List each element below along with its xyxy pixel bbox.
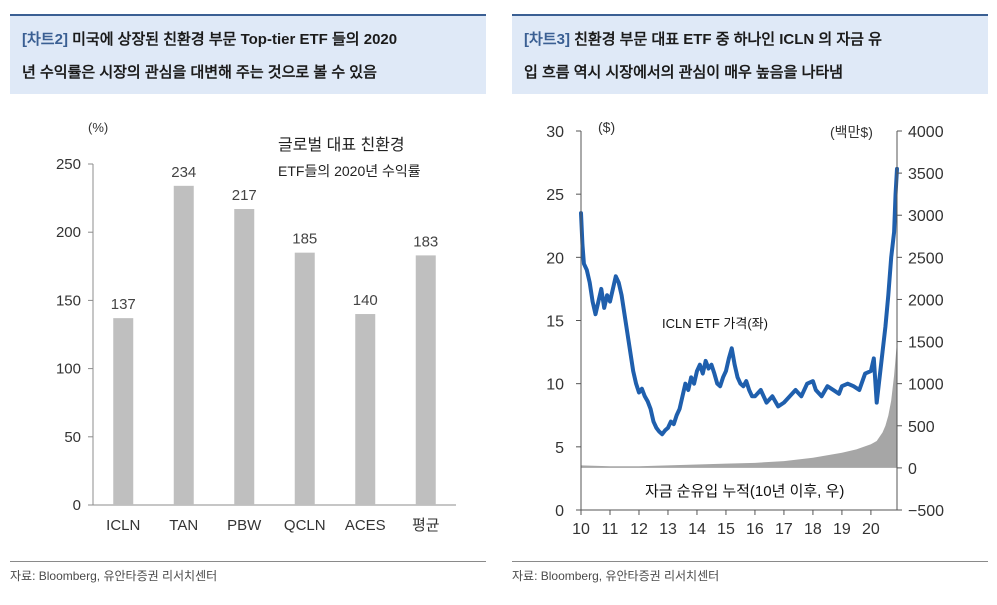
left-tick-label: 15 xyxy=(546,314,564,331)
x-tick-label: 10 xyxy=(572,521,590,538)
x-tick-label: 17 xyxy=(775,521,793,538)
bar-category-label: ICLN xyxy=(106,517,140,534)
bar-y-tick-label: 100 xyxy=(56,361,81,378)
left-tick-label: 20 xyxy=(546,250,564,267)
chart2-title-text1: 미국에 상장된 친환경 부문 Top-tier ETF 들의 2020 xyxy=(72,31,398,48)
chart3-header: [차트3] 친환경 부문 대표 ETF 중 하나인 ICLN 의 자금 유 입 … xyxy=(512,16,988,94)
x-tick-label: 20 xyxy=(862,521,880,538)
bar-category-label: ACES xyxy=(345,517,386,534)
x-tick-label: 12 xyxy=(630,521,648,538)
line-left-axis-label: ($) xyxy=(598,119,615,135)
header-top-line xyxy=(10,14,486,16)
bar-category-label: 평균 xyxy=(412,517,440,534)
price-line-path xyxy=(579,166,899,437)
bar-value-label: 140 xyxy=(353,292,378,309)
chart2-source: 자료: Bloomberg, 유안타증권 리서치센터 xyxy=(10,569,218,583)
bar-value-label: 183 xyxy=(413,233,438,250)
chart3-title-text1: 친환경 부문 대표 ETF 중 하나인 ICLN 의 자금 유 xyxy=(574,31,882,48)
chart2-header: [차트2] 미국에 상장된 친환경 부문 Top-tier ETF 들의 202… xyxy=(10,16,486,94)
left-tick-label: 5 xyxy=(555,440,564,457)
left-tick-label: 25 xyxy=(546,187,564,204)
bar-category-label: PBW xyxy=(227,517,262,534)
bar-ylabel: (%) xyxy=(88,120,108,135)
right-tick-label: 3500 xyxy=(908,166,944,183)
bar-chart-title-line2: ETF들의 2020년 수익률 xyxy=(278,163,421,179)
right-tick-label: 3000 xyxy=(908,208,944,225)
chart3-title-line2: 입 흐름 역시 시장에서의 관심이 매우 높음을 나타냄 xyxy=(524,64,843,81)
bar-y-tick-label: 200 xyxy=(56,224,81,241)
right-tick-label: 1000 xyxy=(908,377,944,394)
bar-y-tick-label: 250 xyxy=(56,156,81,173)
right-tick-label: 2000 xyxy=(908,292,944,309)
x-tick-label: 15 xyxy=(717,521,735,538)
header-top-line xyxy=(512,14,988,16)
bar-y-tick-label: 0 xyxy=(73,497,81,514)
bar-value-label: 185 xyxy=(292,231,317,248)
bar-category-label: QCLN xyxy=(284,517,326,534)
chart2-tag: [차트2] xyxy=(22,31,68,48)
line-axes: 0 5 10 15 20 25 30 −500 0 500 1000 1500 2000 2500 3000… xyxy=(546,124,944,538)
bar-y-tick-label: 150 xyxy=(56,292,81,309)
bar xyxy=(113,318,134,505)
bar-y-tick-label: 50 xyxy=(64,429,81,446)
x-tick-label: 13 xyxy=(659,521,677,538)
x-tick-label: 19 xyxy=(833,521,851,538)
x-tick-label: 11 xyxy=(602,521,619,538)
bar-chart-title-line1: 글로벌 대표 친환경 xyxy=(278,136,405,154)
price-line xyxy=(579,166,899,437)
left-tick-label: 0 xyxy=(555,503,564,520)
right-tick-label: 1500 xyxy=(908,335,944,352)
fund-flow-area xyxy=(581,341,897,468)
right-tick-label: 0 xyxy=(908,461,917,478)
line-right-axis-label: (백만$) xyxy=(830,124,873,140)
bar-category-label: TAN xyxy=(169,517,198,534)
chart2-title-line2: 년 수익률은 시장의 관심을 대변해 주는 것으로 볼 수 있음 xyxy=(22,64,377,81)
bar xyxy=(234,209,255,505)
left-tick-label: 10 xyxy=(546,377,564,394)
bar-chart: (%) 글로벌 대표 친환경 ETF들의 2020년 수익률 0 50 100 150… xyxy=(56,120,456,534)
x-tick-label: 18 xyxy=(804,521,822,538)
x-tick-label: 16 xyxy=(746,521,764,538)
left-tick-label: 30 xyxy=(546,124,564,141)
source-divider xyxy=(10,561,486,562)
price-series-label: ICLN ETF 가격(좌) xyxy=(662,316,768,331)
chart3-title-line1: [차트3] 친환경 부문 대표 ETF 중 하나인 ICLN 의 자금 유 xyxy=(524,28,882,49)
bar xyxy=(173,185,194,505)
bar-value-label: 137 xyxy=(111,296,136,313)
flow-series-label: 자금 순유입 누적(10년 이후, 우) xyxy=(645,483,844,500)
right-tick-label: 500 xyxy=(908,419,935,436)
line-chart: ($) (백만$) 0 5 10 15 20 25 30 −500 0 500 1000 1500 20… xyxy=(546,119,944,538)
chart3-source: 자료: Bloomberg, 유안타증권 리서치센터 xyxy=(512,569,720,583)
bar xyxy=(415,255,436,505)
bar xyxy=(355,314,376,505)
bar-value-label: 234 xyxy=(171,164,196,181)
bar-series: 137 ICLN 234 TAN 217 PBW 185 QCLN 140 ACES 183 평균 xyxy=(106,164,440,534)
chart3-tag: [차트3] xyxy=(524,31,570,48)
chart2-panel: [차트2] 미국에 상장된 친환경 부문 Top-tier ETF 들의 202… xyxy=(10,0,486,605)
right-tick-label: −500 xyxy=(908,503,944,520)
bar-y-axis: 0 50 100 150 200 250 xyxy=(56,156,456,514)
chart3-panel: [차트3] 친환경 부문 대표 ETF 중 하나인 ICLN 의 자금 유 입 … xyxy=(512,0,988,605)
x-tick-label: 14 xyxy=(688,521,706,538)
bar-value-label: 217 xyxy=(232,187,257,204)
source-divider xyxy=(512,561,988,562)
right-tick-label: 4000 xyxy=(908,124,944,141)
right-tick-label: 2500 xyxy=(908,250,944,267)
chart2-title-line1: [차트2] 미국에 상장된 친환경 부문 Top-tier ETF 들의 202… xyxy=(22,28,397,49)
bar xyxy=(294,252,315,505)
fund-flow-area-shape xyxy=(581,341,897,468)
